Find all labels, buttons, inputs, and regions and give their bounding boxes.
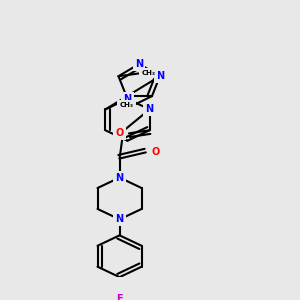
Text: N: N [156,71,164,81]
Text: O: O [116,128,124,138]
Text: N: N [146,104,154,114]
Text: O: O [151,147,159,158]
Text: CH₃: CH₃ [142,70,155,76]
Text: N: N [116,172,124,183]
Text: F: F [116,294,123,300]
Text: N: N [116,214,124,224]
Text: N: N [123,94,132,104]
Text: N: N [135,59,143,69]
Text: CH₃: CH₃ [119,102,134,108]
